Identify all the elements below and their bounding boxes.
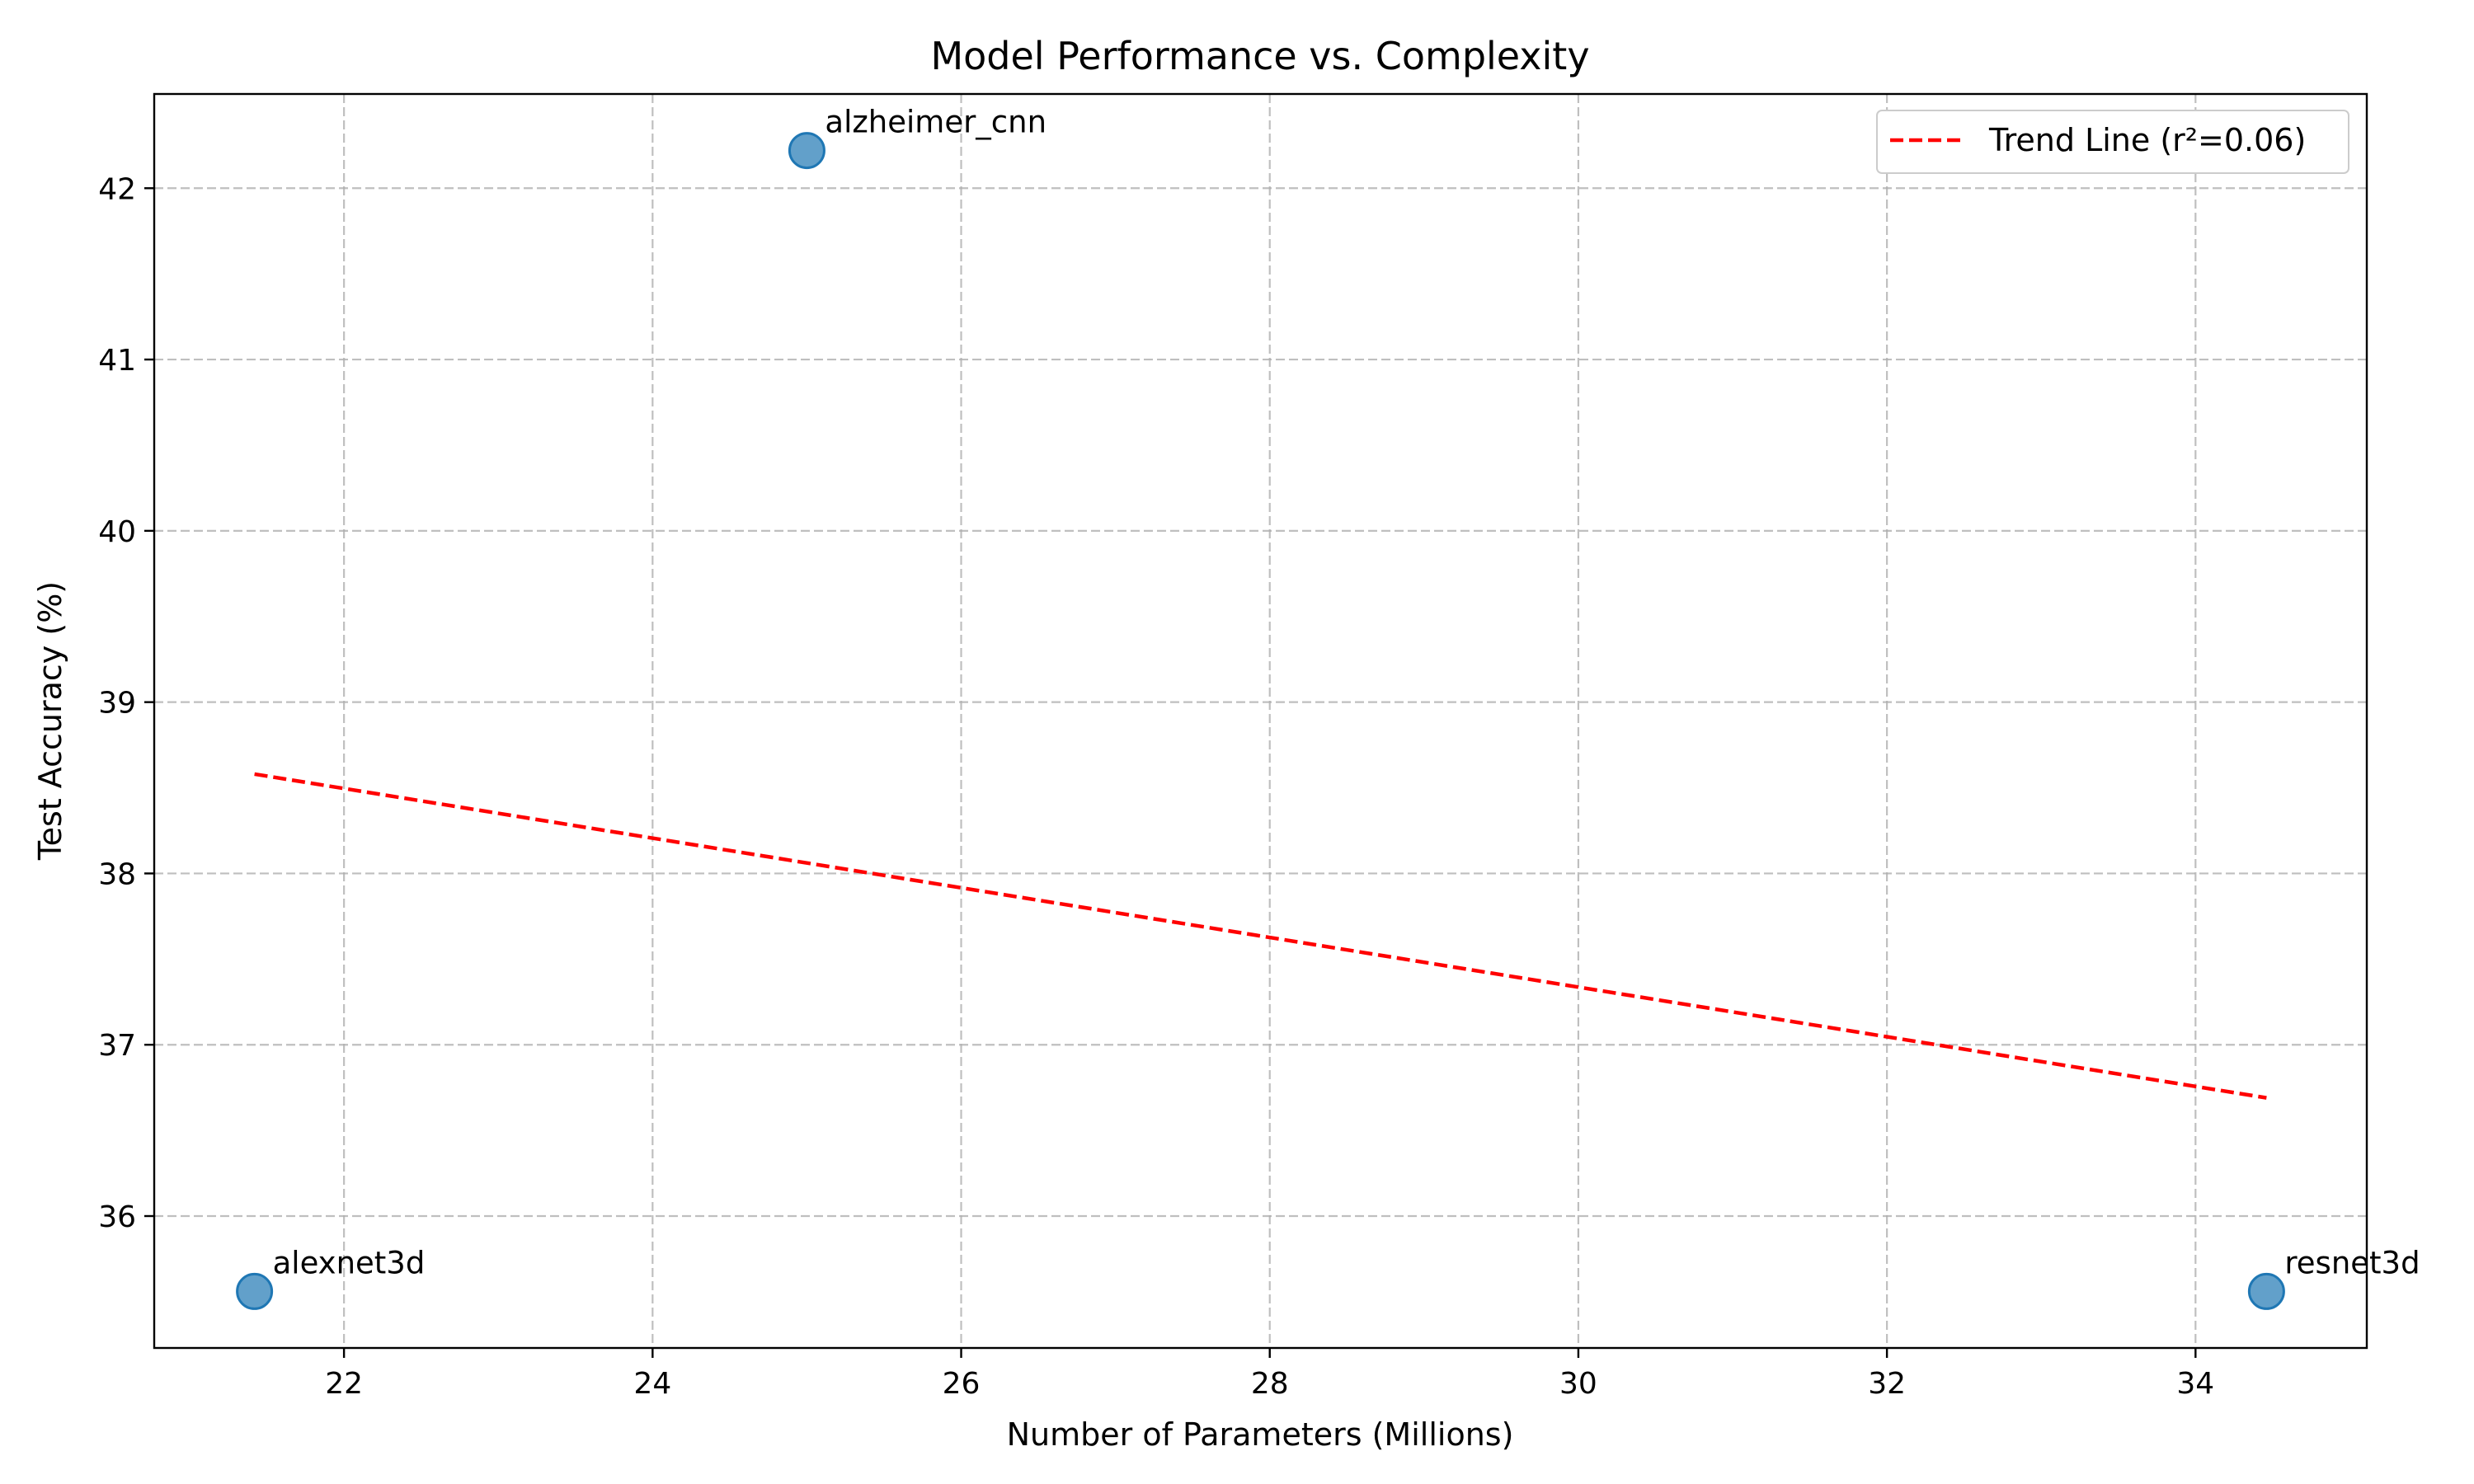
- point-label-resnet3d: resnet3d: [2284, 1245, 2420, 1280]
- x-tick-label: 34: [2176, 1367, 2214, 1401]
- y-tick-label: 42: [98, 172, 136, 206]
- point-label-alexnet3d: alexnet3d: [273, 1245, 426, 1280]
- y-tick-label: 37: [98, 1029, 136, 1063]
- data-point-resnet3d: [2247, 1272, 2285, 1310]
- x-tick-label: 24: [633, 1367, 671, 1401]
- grid-lines: [154, 94, 2367, 1348]
- y-tick-label: 41: [98, 344, 136, 378]
- x-axis-label: Number of Parameters (Millions): [1007, 1416, 1514, 1453]
- data-points: alexnet3d alzheimer_cnn resnet3d: [236, 105, 2420, 1310]
- chart-title: Model Performance vs. Complexity: [930, 34, 1589, 78]
- x-tick-label: 26: [943, 1367, 981, 1401]
- trend-line: [254, 772, 2267, 1100]
- y-tick-label: 38: [98, 857, 136, 891]
- trend-line-layer: [254, 772, 2267, 1100]
- data-point-alzheimer-cnn: [788, 132, 825, 170]
- point-label-alzheimer-cnn: alzheimer_cnn: [825, 105, 1047, 140]
- plot-area-frame: [153, 92, 2368, 1350]
- data-point-alexnet3d: [236, 1272, 274, 1310]
- x-tick-label: 30: [1559, 1367, 1597, 1401]
- x-tick-label: 28: [1251, 1367, 1289, 1401]
- y-tick-label: 39: [98, 687, 136, 721]
- y-axis-label: Test Accuracy (%): [32, 581, 68, 861]
- y-tick-label: 36: [98, 1200, 136, 1234]
- legend-trend-line-label: Trend Line (r²=0.06): [1988, 122, 2306, 158]
- axis-ticks: 22 24 26 28 30 32 34 36 37 38 39 40 41 42: [98, 172, 2214, 1401]
- legend-box: [1876, 110, 2349, 174]
- y-tick-label: 40: [98, 515, 136, 549]
- x-tick-label: 22: [325, 1367, 363, 1401]
- legend: Trend Line (r²=0.06): [1876, 110, 2349, 174]
- x-tick-label: 32: [1868, 1367, 1906, 1401]
